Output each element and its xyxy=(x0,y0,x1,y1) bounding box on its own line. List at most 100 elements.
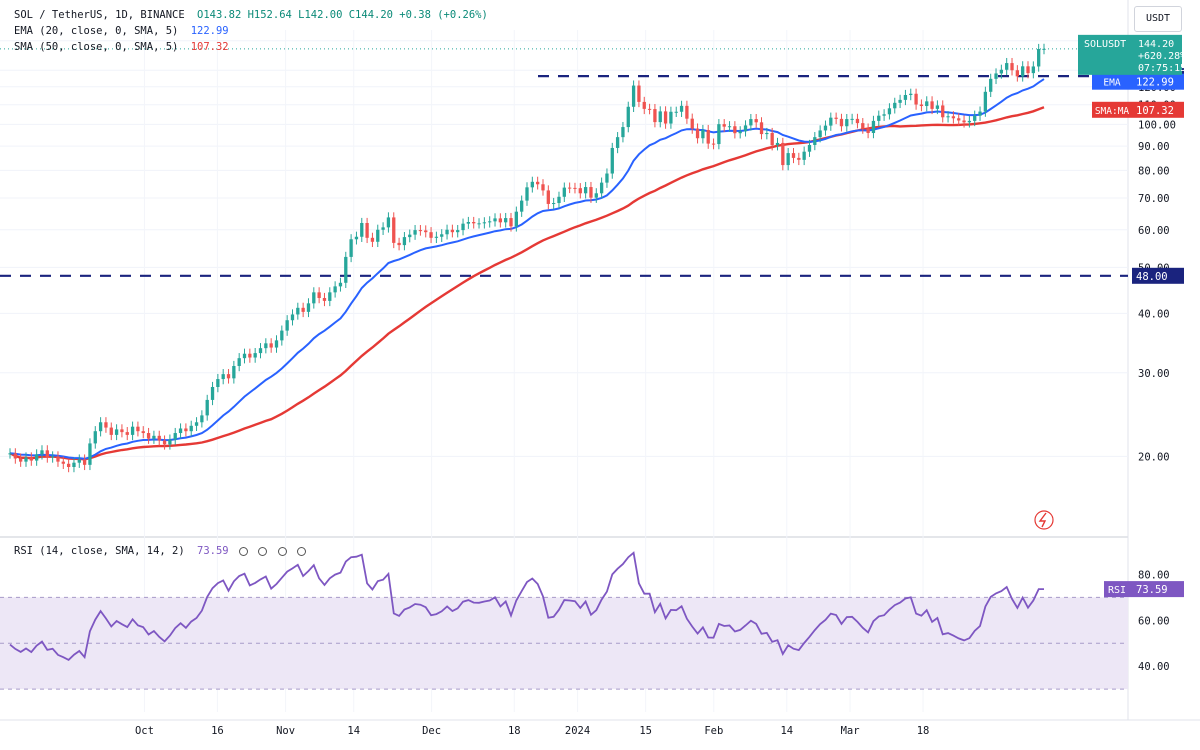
candle-body xyxy=(98,422,103,432)
candle-body xyxy=(1021,66,1025,77)
candle-body xyxy=(834,117,838,119)
price-axis[interactable]: 20.0030.0040.0050.0060.0070.0080.0090.00… xyxy=(1138,36,1176,464)
candle-body xyxy=(408,234,412,238)
candle-body xyxy=(919,104,924,107)
candle-body xyxy=(210,386,215,400)
sma-name: SMA:MA xyxy=(1095,106,1130,117)
candles xyxy=(8,43,1046,473)
time-tick-label: 15 xyxy=(639,725,652,737)
candle-body xyxy=(679,105,684,112)
sma-value: 107.32 xyxy=(1136,105,1174,117)
source-icon[interactable] xyxy=(277,546,287,556)
candle-body xyxy=(226,374,231,379)
rsi-name: RSI xyxy=(1108,585,1126,596)
candle-body xyxy=(301,307,305,312)
ema-path xyxy=(9,78,1045,460)
candle-body xyxy=(29,457,33,461)
candle-body xyxy=(957,118,961,121)
ema-name-bg xyxy=(1092,73,1132,90)
candle-body xyxy=(1026,66,1030,74)
candle-body xyxy=(200,415,204,423)
rsi-axis[interactable]: 40.00 60.00 80.00 xyxy=(1138,569,1170,673)
currency-unit-button[interactable]: USDT xyxy=(1134,6,1182,32)
candle-body xyxy=(93,431,97,444)
candle-body xyxy=(647,108,652,110)
candle-body xyxy=(962,120,966,123)
candle-body xyxy=(669,111,673,124)
candle-body xyxy=(562,187,566,197)
candle-body xyxy=(1042,48,1046,50)
price-tick-label: 60.00 xyxy=(1138,225,1170,237)
candle-body xyxy=(461,223,465,231)
candle-body xyxy=(130,426,135,435)
candle-body xyxy=(914,93,918,105)
time-tick-label: Oct xyxy=(135,725,154,737)
candle-body xyxy=(605,173,609,183)
candle-body xyxy=(328,292,332,301)
legend-sma-value: 107.32 xyxy=(190,41,229,53)
candle-body xyxy=(13,453,17,459)
candle-body xyxy=(658,111,662,123)
time-tick-label: 14 xyxy=(347,725,360,737)
support-value: 48.00 xyxy=(1136,271,1168,283)
candle-body xyxy=(845,119,849,127)
legend-ohlc: O143.82 H152.64 L142.00 C144.20 +0.38 (+… xyxy=(197,9,488,21)
legend-symbol: SOL / TetherUS, 1D, BINANCE xyxy=(14,9,185,21)
sma-path xyxy=(9,106,1045,461)
remove-icon[interactable] xyxy=(296,546,306,556)
ema-bg xyxy=(1132,73,1184,90)
candle-body xyxy=(823,125,828,131)
candle-body xyxy=(445,229,449,235)
candle-body xyxy=(514,211,518,227)
candle-body xyxy=(290,314,295,321)
candle-body xyxy=(482,222,487,224)
candle-body xyxy=(88,443,92,465)
time-axis[interactable]: Oct 16 Nov 14 Dec 18 2024 15 Feb 14 Mar 18 xyxy=(135,725,929,737)
candle-body xyxy=(274,340,279,348)
legend-ema-row: EMA (20, close, 0, SMA, 5) 122.99 xyxy=(14,23,229,39)
price-badges: 126.3648.00EMA122.99SMA:MA107.32SOLUSDT1… xyxy=(1078,34,1186,598)
visibility-icon[interactable] xyxy=(238,546,248,556)
candle-body xyxy=(791,153,796,158)
candle-body xyxy=(24,457,28,462)
candle-body xyxy=(19,458,23,462)
candle-body xyxy=(429,232,433,238)
support-bg xyxy=(1132,267,1184,284)
candle-body xyxy=(818,130,822,138)
candle-body xyxy=(488,221,492,223)
time-tick-label: Feb xyxy=(704,725,723,737)
candle-body xyxy=(392,217,396,243)
settings-icon[interactable] xyxy=(258,546,268,556)
candle-body xyxy=(994,73,998,79)
candle-body xyxy=(599,182,604,194)
candle-body xyxy=(466,221,471,224)
candle-body xyxy=(536,181,540,185)
candle-body xyxy=(775,142,780,146)
candle-body xyxy=(989,78,993,92)
candle-body xyxy=(701,130,705,139)
candle-body xyxy=(866,128,870,134)
candle-body xyxy=(509,218,513,227)
candle-body xyxy=(999,69,1004,74)
ema-line xyxy=(9,78,1045,460)
candle-body xyxy=(887,108,892,115)
candle-body xyxy=(946,116,950,118)
candle-body xyxy=(813,137,817,145)
candle-body xyxy=(141,431,145,434)
candle-body xyxy=(354,236,359,240)
candle-body xyxy=(594,193,598,198)
candle-body xyxy=(280,330,284,341)
candle-body xyxy=(589,187,593,198)
candle-body xyxy=(253,353,257,358)
price-tick-label: 40.00 xyxy=(1138,308,1170,320)
candle-body xyxy=(765,133,769,135)
candle-body xyxy=(733,126,737,134)
candle-body xyxy=(520,200,524,212)
candle-body xyxy=(1031,66,1035,74)
candle-body xyxy=(967,120,972,123)
candle-body xyxy=(909,93,913,95)
candle-body xyxy=(930,101,934,109)
price-countdown: 07:75:15 xyxy=(1138,63,1186,74)
candle-body xyxy=(631,85,636,107)
